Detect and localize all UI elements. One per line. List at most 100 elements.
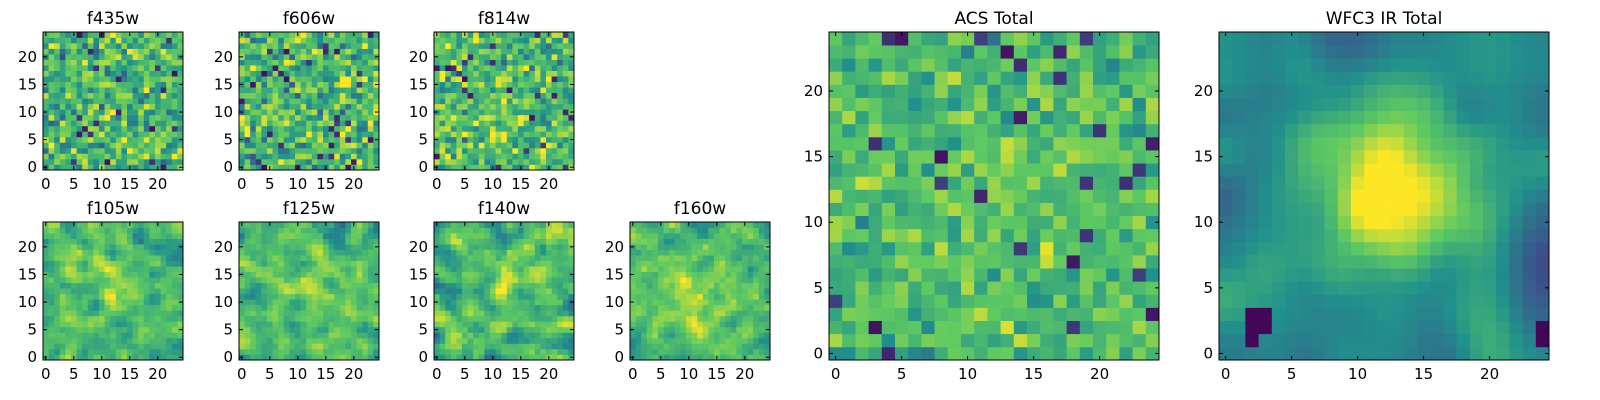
heatmap-cell [289,227,296,234]
heatmap-cell [71,332,77,339]
heatmap-cell [518,271,524,278]
heatmap-cell [54,65,61,71]
heatmap-cell [43,260,49,267]
heatmap-cell [54,43,61,49]
heatmap-cell [177,37,184,44]
heatmap-cell [244,114,251,121]
heatmap-cell [115,304,122,311]
heatmap-cell [680,249,687,256]
heatmap-cell [272,136,279,143]
heatmap-cell [523,37,530,44]
heatmap-cell [339,54,346,60]
heatmap-cell [289,114,296,121]
heatmap-cell [747,299,754,306]
heatmap-cell [1066,320,1081,335]
heatmap-cell [652,233,659,239]
heatmap-cell [244,120,251,127]
heatmap-cell [473,109,480,116]
heatmap-cell [641,222,648,228]
heatmap-cell [272,271,279,278]
heatmap-cell [171,37,178,44]
heatmap-cell [568,282,575,289]
heatmap-cell [250,315,257,322]
heatmap-cell [1053,294,1067,308]
heatmap-cell [323,76,329,83]
heatmap-cell [484,43,491,49]
heatmap-cell [166,249,173,256]
heatmap-cell [987,228,1001,243]
heatmap-cell [76,98,83,105]
heatmap-cell [311,255,318,261]
heatmap-cell [99,43,105,49]
heatmap-cell [691,332,698,339]
heatmap-cell [473,277,480,284]
heatmap-cell [87,255,94,261]
heatmap-cell [65,92,72,99]
heatmap-cell [467,43,474,49]
heatmap-cell [104,315,111,322]
heatmap-cell [445,255,452,261]
heatmap-cell [267,282,273,289]
heatmap-cell [702,244,709,250]
heatmap-cell [714,288,720,295]
heatmap-cell [132,32,139,38]
heatmap-cell [99,244,105,250]
heatmap-cell [121,321,128,328]
heatmap-cell [478,277,485,284]
heatmap-cell [529,32,536,38]
heatmap-cell [54,326,61,333]
heatmap-cell [76,282,83,289]
heatmap-cell [523,299,530,306]
heatmap-cell [143,354,150,361]
heatmap-cell [155,255,161,261]
heatmap-cell [501,222,508,228]
heatmap-cell [562,103,569,110]
heatmap-cell [76,337,83,344]
heatmap-cell [138,337,145,344]
heatmap-cell [506,43,513,49]
heatmap-cell [934,255,949,269]
heatmap-cell [345,142,352,149]
heatmap-cell [93,266,100,273]
heatmap-cell [702,299,709,306]
heatmap-cell [82,114,89,121]
heatmap-cell [456,92,463,99]
heatmap-cell [328,277,335,284]
heatmap-cell [367,125,374,132]
heatmap-cell [48,227,55,234]
heatmap-cell [171,337,178,344]
heatmap-cell [317,255,324,261]
heatmap-cell [473,304,480,311]
heatmap-cell [244,244,251,250]
heatmap-cell [921,176,935,190]
heatmap-cell [663,343,670,350]
heatmap-cell [351,299,357,306]
heatmap-cell [127,114,133,121]
heatmap-cell [334,337,341,344]
heatmap-cell [82,43,89,49]
heatmap-cell [82,131,89,138]
heatmap-cell [490,244,496,250]
heatmap-cell [166,222,173,228]
heatmap-cell [289,343,296,350]
heatmap-cell [658,282,664,289]
heatmap-cell [300,65,307,71]
heatmap-cell [82,249,89,256]
heatmap-cell [702,260,709,267]
heatmap-cell [702,332,709,339]
heatmap-cell [434,304,440,311]
heatmap-cell [635,255,642,261]
heatmap-cell [138,249,145,256]
heatmap-cell [557,87,564,94]
heatmap-cell [76,153,83,160]
heatmap-cell [753,315,760,322]
heatmap-cell [742,266,748,273]
heatmap-cell [43,153,49,160]
heatmap-cell [534,103,541,110]
heatmap-cell [467,136,474,143]
heatmap-cell [82,354,89,361]
heatmap-cell [445,266,452,273]
heatmap-cell [48,32,55,38]
heatmap-cell [244,81,251,88]
heatmap-cell [1066,268,1081,282]
